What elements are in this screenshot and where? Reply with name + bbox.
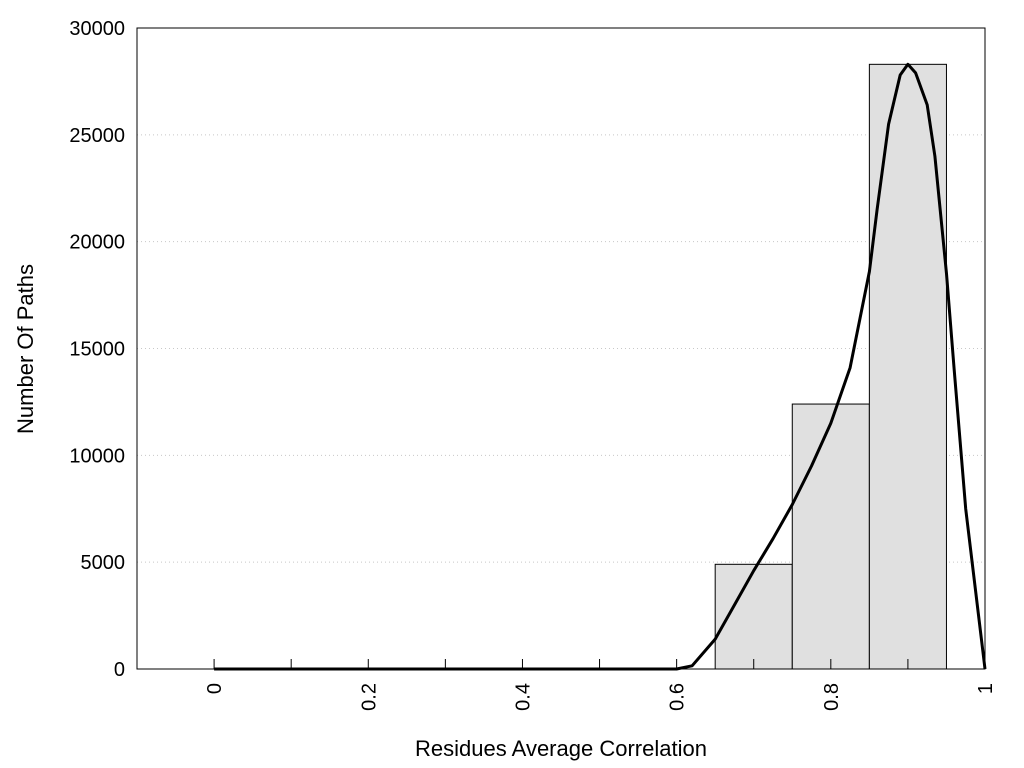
y-tick-label: 0 — [114, 659, 125, 681]
x-axis-title: Residues Average Correlation — [415, 736, 707, 761]
histogram-bar-2 — [791, 403, 870, 670]
y-axis-tick-labels: 0 5000 10000 15000 20000 25000 30000 — [69, 18, 125, 681]
x-axis-tick-labels: 0 0.2 0.4 0.6 0.8 1 — [204, 683, 997, 711]
y-tick-label: 5000 — [81, 552, 126, 574]
x-tick-label: 0.8 — [821, 683, 843, 711]
x-tick-label: 0.2 — [358, 683, 380, 711]
histogram-bar-3 — [868, 63, 947, 670]
x-tick-label: 1 — [975, 683, 997, 694]
y-axis-title: Number Of Paths — [13, 264, 38, 434]
x-tick-label: 0.6 — [667, 683, 689, 711]
y-tick-label: 15000 — [69, 339, 125, 361]
y-tick-label: 30000 — [69, 18, 125, 40]
y-tick-label: 20000 — [69, 232, 125, 254]
x-tick-label: 0 — [204, 683, 226, 694]
x-tick-label: 0.4 — [512, 683, 534, 711]
grid-lines — [137, 134, 985, 563]
plot-frame — [136, 27, 986, 670]
bars — [714, 63, 947, 670]
y-tick-label: 25000 — [69, 125, 125, 147]
y-tick-label: 10000 — [69, 445, 125, 467]
fit-curve — [214, 62, 987, 671]
